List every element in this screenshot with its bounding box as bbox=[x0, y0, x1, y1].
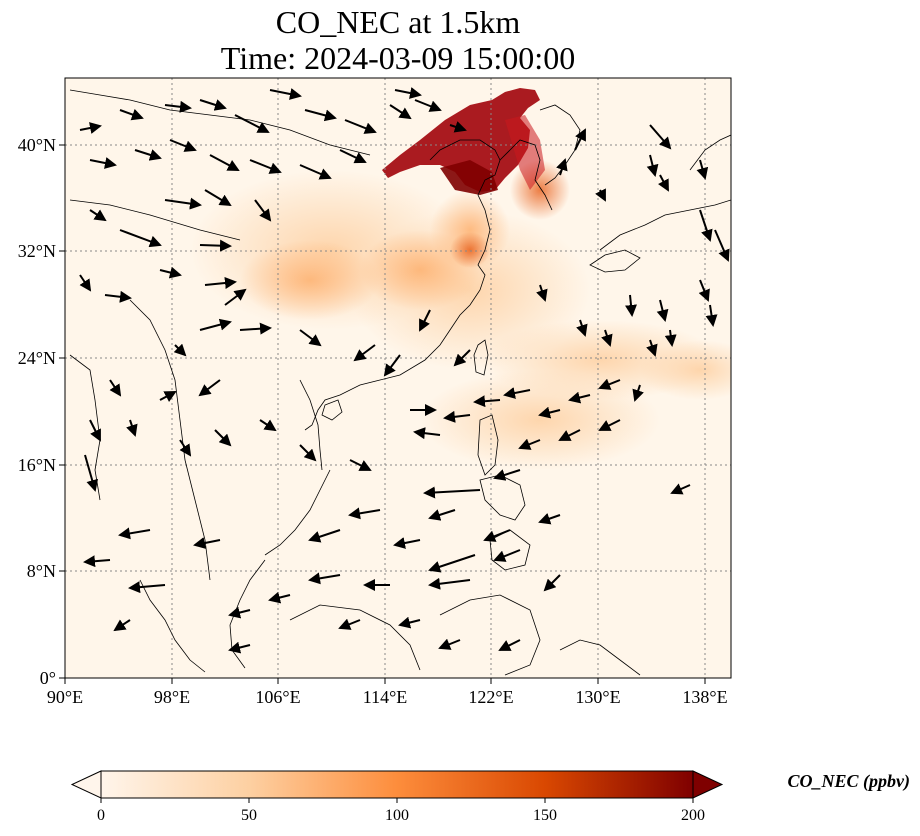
lon-tick-label: 138°E bbox=[682, 687, 727, 707]
lon-tick-label: 130°E bbox=[575, 687, 620, 707]
colorbar-label: CO_NEC (ppbv) bbox=[788, 771, 911, 792]
colorbar-tick-label: 0 bbox=[97, 807, 105, 824]
lat-tick-label: 40°N bbox=[18, 135, 56, 155]
colorbar: 0 50 100 150 200 CO_NEC (ppbv) bbox=[70, 770, 911, 824]
coastlines bbox=[69, 89, 731, 676]
longitude-axis: 90°E 98°E 106°E 114°E 122°E 130°E 138°E bbox=[47, 678, 728, 707]
colorbar-tick-label: 200 bbox=[681, 807, 705, 824]
lon-tick-label: 98°E bbox=[154, 687, 190, 707]
map-panel bbox=[65, 78, 731, 678]
lon-tick-label: 114°E bbox=[363, 687, 408, 707]
lat-tick-label: 0° bbox=[40, 668, 56, 688]
latitude-axis: 0° 8°N 16°N 24°N 32°N 40°N bbox=[18, 135, 65, 688]
colorbar-tick-label: 100 bbox=[385, 807, 409, 824]
lat-tick-label: 32°N bbox=[18, 241, 56, 261]
map-time: Time: 2024-03-09 15:00:00 bbox=[220, 40, 576, 76]
colorbar-extend-min bbox=[70, 770, 102, 799]
lat-tick-label: 24°N bbox=[18, 348, 56, 368]
lat-tick-label: 16°N bbox=[18, 455, 56, 475]
colorbar-extend-max bbox=[692, 770, 724, 799]
map-title: CO_NEC at 1.5km bbox=[275, 4, 521, 40]
lat-tick-label: 8°N bbox=[27, 561, 56, 581]
map-frame bbox=[64, 77, 732, 679]
colorbar-gradient bbox=[101, 771, 693, 798]
gridlines bbox=[65, 78, 731, 678]
colorbar-tick-label: 50 bbox=[241, 807, 257, 824]
colorbar-tick-label: 150 bbox=[533, 807, 557, 824]
wind-vectors bbox=[79, 87, 730, 654]
co-concentration-field bbox=[190, 88, 731, 470]
lon-tick-label: 106°E bbox=[255, 687, 300, 707]
lon-tick-label: 90°E bbox=[47, 687, 83, 707]
lon-tick-label: 122°E bbox=[468, 687, 513, 707]
